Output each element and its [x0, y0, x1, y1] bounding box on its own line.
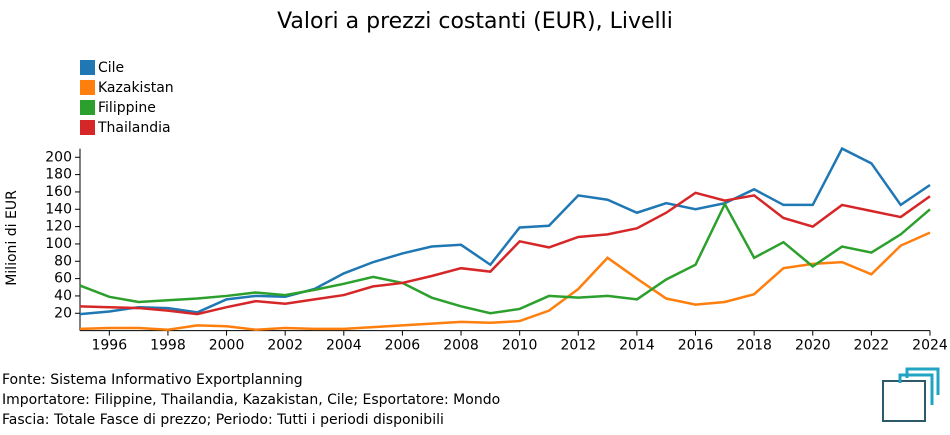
y-tick-label: 120 [45, 219, 72, 235]
x-tick-label: 2024 [912, 338, 948, 354]
y-axis-label: Milioni di EUR [4, 190, 20, 286]
series-line [79, 231, 931, 331]
footer-line: Fascia: Totale Fasce di prezzo; Periodo:… [2, 412, 444, 428]
x-tick-label: 2008 [443, 338, 479, 354]
x-tick-label: 2012 [560, 338, 596, 354]
legend-label: Filippine [98, 100, 156, 116]
y-tick-label: 160 [45, 184, 72, 200]
x-tick-label: 2020 [795, 338, 831, 354]
y-tick-label: 100 [45, 236, 72, 252]
y-tick-label: 60 [54, 271, 72, 287]
y-tick-label: 200 [45, 149, 72, 165]
footer-line: Fonte: Sistema Informativo Exportplannin… [2, 372, 303, 388]
x-tick-label: 2002 [267, 338, 303, 354]
legend-label: Thailandia [97, 120, 171, 136]
x-tick-label: 2018 [736, 338, 772, 354]
x-tick-label: 2014 [619, 338, 655, 354]
legend-swatch [80, 100, 95, 115]
logo [882, 367, 940, 422]
x-tick-label: 1996 [91, 338, 127, 354]
y-tick-label: 20 [54, 305, 72, 321]
chart-title: Valori a prezzi costanti (EUR), Livelli [277, 9, 673, 34]
legend-swatch [80, 120, 95, 135]
x-tick-label: 2016 [678, 338, 714, 354]
y-tick-label: 40 [54, 288, 72, 304]
legend-swatch [80, 60, 95, 75]
y-tick-label: 180 [45, 167, 72, 183]
x-tick-label: 2006 [385, 338, 421, 354]
y-tick-label: 80 [54, 253, 72, 269]
y-tick-label: 140 [45, 201, 72, 217]
x-tick-label: 2004 [326, 338, 362, 354]
series-line [79, 191, 931, 316]
legend-label: Cile [98, 60, 124, 76]
x-tick-label: 2000 [209, 338, 245, 354]
series-line [79, 146, 931, 316]
x-tick-label: 2010 [502, 338, 538, 354]
legend-swatch [80, 80, 95, 95]
series-line [79, 201, 931, 315]
x-tick-label: 2022 [854, 338, 890, 354]
footer-line: Importatore: Filippine, Thailandia, Kaza… [2, 392, 500, 408]
legend-label: Kazakistan [98, 80, 174, 96]
x-tick-label: 1998 [150, 338, 186, 354]
